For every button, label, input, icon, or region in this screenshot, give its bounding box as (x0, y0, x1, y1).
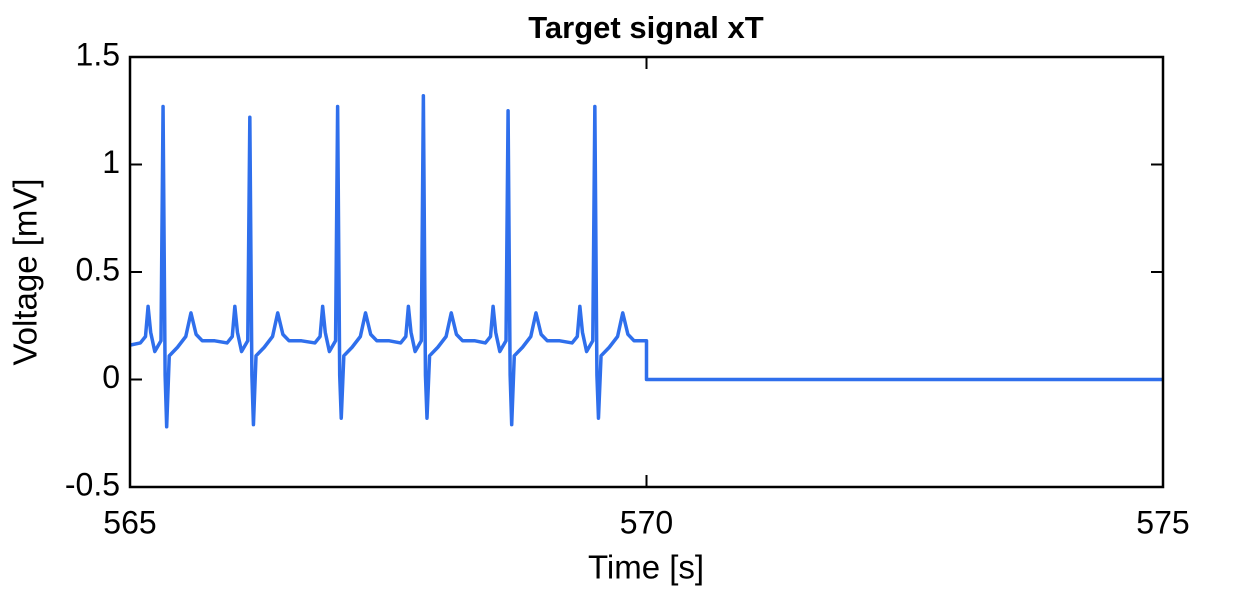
x-tick-label: 575 (1136, 504, 1189, 540)
y-axis-label: Voltage [mV] (7, 178, 44, 365)
y-tick-label: 1.5 (76, 36, 120, 72)
y-tick-label: 0.5 (76, 251, 120, 287)
y-tick-label: 0 (102, 359, 120, 395)
y-tick-label: -0.5 (65, 466, 120, 502)
x-tick-label: 565 (103, 504, 156, 540)
x-axis-label: Time [s] (588, 549, 704, 586)
x-tick-label: 570 (620, 504, 673, 540)
chart-title: Target signal xT (528, 10, 763, 45)
plot-frame (128, 55, 1165, 489)
line (129, 93, 1163, 429)
y-tick-label: 1 (102, 144, 120, 180)
